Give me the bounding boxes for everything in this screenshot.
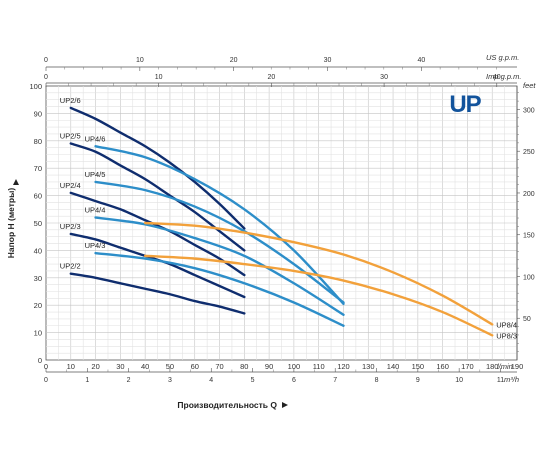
impgpm-tick-label: 10	[155, 74, 163, 81]
curve-up4-4	[94, 216, 345, 316]
curve-up4-5	[94, 180, 345, 304]
m3h-tick-label: 7	[333, 377, 337, 384]
right-axis-unit: feet	[523, 81, 536, 90]
y-tick-label: 60	[34, 192, 42, 201]
label-up2-4: UP2/4	[60, 181, 81, 190]
label-up4-6: UP4/6	[85, 134, 106, 143]
y-tick-label: 90	[34, 109, 42, 118]
y-tick-label: 50	[34, 219, 42, 228]
up-logo: UP	[449, 91, 482, 118]
m3h-tick-label: 11	[497, 377, 504, 384]
x-tick-label: 130	[362, 362, 375, 371]
usgpm-tick-label: 20	[230, 57, 238, 64]
x-tick-label: 60	[191, 362, 199, 371]
m3h-tick-label: 9	[416, 377, 420, 384]
label-up2-6: UP2/6	[60, 96, 81, 105]
x-tick-label: 90	[265, 362, 273, 371]
label-up8-4: UP8/4	[496, 320, 517, 329]
axes: 0102030405060708090100501001502002503000…	[13, 57, 535, 408]
x-tick-label: 0	[44, 362, 48, 371]
grid	[46, 86, 517, 360]
x-tick-label: 170	[461, 362, 474, 371]
label-up8-3: UP8/3	[496, 331, 517, 340]
x-tick-label: 10	[67, 362, 75, 371]
right-tick-label: 300	[523, 107, 535, 114]
curve-up8-3	[143, 254, 494, 337]
label-up2-3: UP2/3	[60, 222, 81, 231]
curve-up2-4	[69, 191, 246, 277]
y-tick-label: 0	[38, 356, 42, 365]
up-logo-text: UP	[449, 91, 481, 118]
curve-up4-6	[94, 145, 345, 306]
usgpm-tick-label: 10	[136, 57, 144, 64]
impgpm-tick-label: 20	[267, 74, 275, 81]
label-up4-5: UP4/5	[85, 170, 106, 179]
m3h-tick-label: 8	[375, 377, 379, 384]
x-tick-label: 30	[116, 362, 124, 371]
right-tick-label: 200	[523, 191, 535, 198]
x-tick-label: 80	[240, 362, 248, 371]
y-tick-label: 70	[34, 164, 42, 173]
y-tick-label: 80	[34, 137, 42, 146]
curves	[69, 106, 494, 337]
curve-up8-4	[143, 221, 494, 326]
usgpm-tick-label: 30	[324, 57, 332, 64]
m3h-tick-label: 6	[292, 377, 296, 384]
m3h-tick-label: 5	[251, 377, 255, 384]
x-axis-title: Производительность Q	[177, 400, 277, 410]
y-axis-title: Напор H (метры)	[6, 188, 16, 259]
x-unit-impgpm: Imp g.p.m.	[486, 72, 521, 81]
impgpm-tick-label: 40	[493, 74, 501, 81]
x-tick-label: 100	[288, 362, 301, 371]
right-tick-label: 150	[523, 233, 535, 240]
y-tick-label: 30	[34, 274, 42, 283]
x-unit-usgpm: US g.p.m.	[486, 53, 519, 62]
x-tick-label: 160	[436, 362, 449, 371]
x-tick-label: 40	[141, 362, 149, 371]
x-tick-label: 140	[387, 362, 400, 371]
label-up2-2: UP2/2	[60, 262, 81, 271]
m3h-tick-label: 4	[209, 377, 213, 384]
x-tick-label: 180	[486, 362, 499, 371]
curve-up2-2	[69, 272, 246, 315]
m3h-tick-label: 2	[127, 377, 131, 384]
x-tick-label: 150	[412, 362, 425, 371]
curve-up4-3	[94, 251, 345, 327]
x-tick-label: 70	[215, 362, 223, 371]
x-axis-arrow	[282, 402, 288, 408]
x-unit-m3h: m³/h	[504, 375, 519, 384]
impgpm-tick-label: 0	[44, 74, 48, 81]
m3h-tick-label: 3	[168, 377, 172, 384]
curve-labels: UP2/6 UP2/5 UP2/4 UP2/3 UP2/2 UP4/6 UP4/5 UP4/4…	[60, 96, 517, 340]
x-unit-lpm: l/min	[497, 362, 513, 371]
m3h-tick-label: 10	[455, 377, 463, 384]
y-tick-label: 40	[34, 246, 42, 255]
x-tick-label: 50	[166, 362, 174, 371]
m3h-tick-label: 0	[44, 377, 48, 384]
plot-area	[45, 85, 518, 361]
usgpm-tick-label: 0	[44, 57, 48, 64]
x-tick-label: 20	[91, 362, 99, 371]
curve-up2-6	[69, 106, 246, 230]
label-up4-3: UP4/3	[85, 241, 106, 250]
right-tick-label: 50	[523, 316, 531, 323]
right-tick-label: 100	[523, 274, 535, 281]
label-up4-4: UP4/4	[85, 206, 106, 215]
x-tick-label: 110	[313, 362, 325, 371]
impgpm-tick-label: 30	[380, 74, 388, 81]
label-up2-5: UP2/5	[60, 132, 81, 141]
y-tick-label: 20	[34, 301, 42, 310]
y-tick-label: 10	[34, 329, 42, 338]
right-tick-label: 250	[523, 149, 535, 156]
y-axis-arrow	[13, 179, 19, 185]
usgpm-tick-label: 40	[417, 57, 425, 64]
x-tick-label: 120	[337, 362, 350, 371]
x-tick-label: 190	[511, 362, 524, 371]
y-tick-label: 100	[29, 82, 42, 91]
m3h-tick-label: 1	[85, 377, 89, 384]
